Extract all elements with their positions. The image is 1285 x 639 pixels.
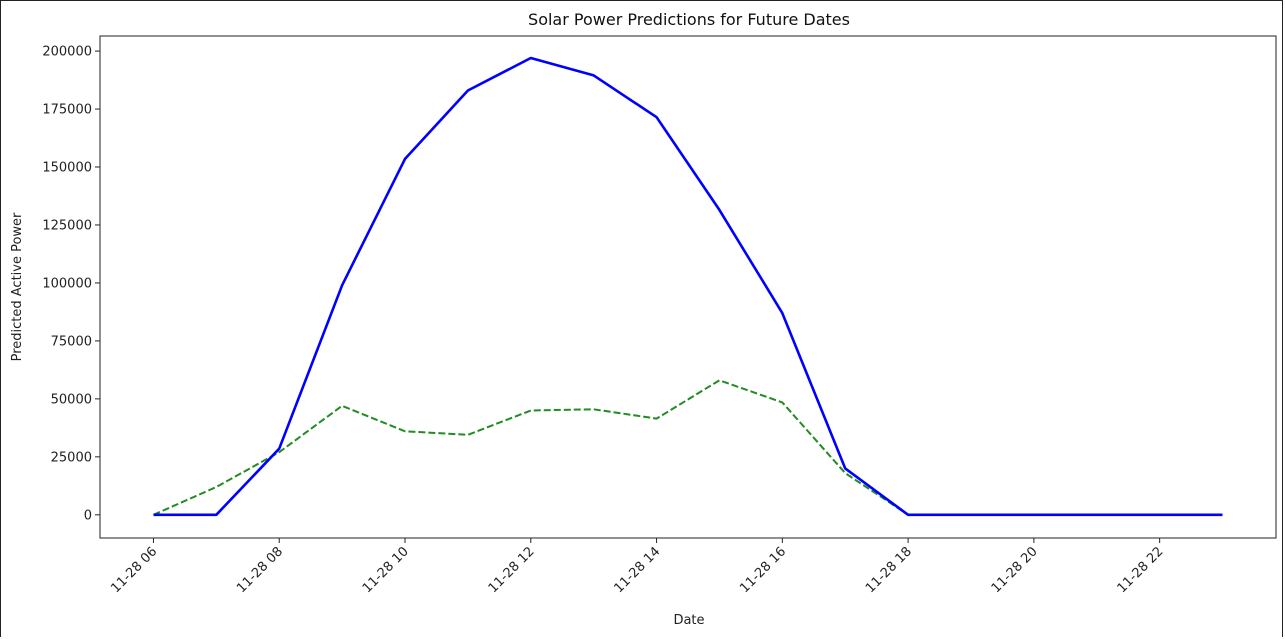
y-tick-label: 0 [84, 508, 92, 523]
series-layer [153, 56, 1223, 517]
x-tick-label: 11-28 12 [486, 544, 538, 596]
chart-title: Solar Power Predictions for Future Dates [528, 10, 850, 29]
x-tick-label: 11-28 14 [611, 544, 663, 596]
y-axis-label: Predicted Active Power [10, 212, 25, 361]
x-tick-label: 11-28 08 [234, 544, 286, 596]
x-tick-label: 11-28 22 [1115, 544, 1167, 596]
series-line-1 [153, 56, 1223, 517]
y-tick-label: 75000 [51, 334, 92, 349]
x-tick-label: 11-28 06 [108, 544, 160, 596]
plot-area [99, 35, 1277, 539]
y-tick-label: 100000 [42, 276, 92, 291]
y-tick-label: 175000 [42, 103, 92, 118]
x-tick-label: 11-28 18 [863, 544, 915, 596]
y-tick-label: 125000 [42, 218, 92, 233]
y-tick-label: 50000 [51, 392, 92, 407]
y-tick-label: 25000 [51, 450, 92, 465]
series-line-2 [153, 379, 1223, 516]
x-tick-label: 11-28 10 [360, 544, 412, 596]
x-axis: 11-28 06 11-28 08 11-28 10 11-28 12 11-28 14… [108, 538, 1166, 596]
x-tick-label: 11-28 16 [737, 544, 789, 596]
y-axis: 0 25000 50000 75000 100000 125000 150000 175000… [42, 45, 100, 523]
x-axis-label: Date [673, 613, 704, 628]
x-tick-label: 11-28 20 [989, 544, 1041, 596]
y-tick-label: 200000 [42, 45, 92, 60]
y-tick-label: 150000 [42, 161, 92, 176]
